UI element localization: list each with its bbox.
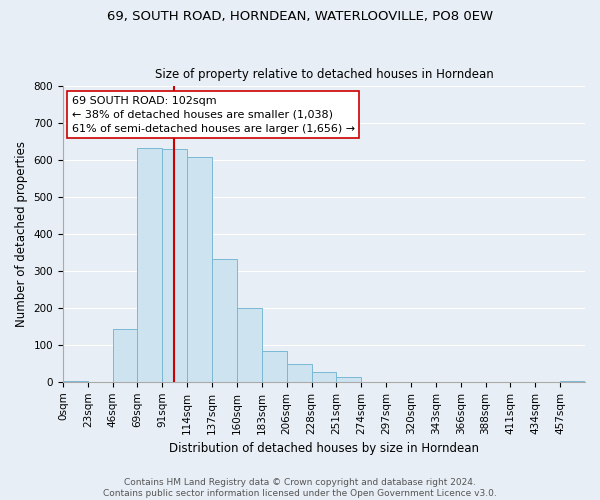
Bar [163, 149, 187, 382]
Bar [137, 148, 163, 382]
Bar [311, 372, 337, 382]
Bar [212, 259, 237, 382]
Y-axis label: Number of detached properties: Number of detached properties [15, 141, 28, 327]
Bar [337, 377, 361, 382]
Bar [187, 156, 212, 382]
X-axis label: Distribution of detached houses by size in Horndean: Distribution of detached houses by size … [169, 442, 479, 455]
Text: 69 SOUTH ROAD: 102sqm
← 38% of detached houses are smaller (1,038)
61% of semi-d: 69 SOUTH ROAD: 102sqm ← 38% of detached … [71, 96, 355, 134]
Text: 69, SOUTH ROAD, HORNDEAN, WATERLOOVILLE, PO8 0EW: 69, SOUTH ROAD, HORNDEAN, WATERLOOVILLE,… [107, 10, 493, 23]
Text: Contains HM Land Registry data © Crown copyright and database right 2024.
Contai: Contains HM Land Registry data © Crown c… [103, 478, 497, 498]
Bar [287, 364, 311, 382]
Bar [560, 380, 585, 382]
Bar [237, 308, 262, 382]
Bar [262, 351, 287, 382]
Bar [63, 381, 88, 382]
Bar [113, 329, 137, 382]
Title: Size of property relative to detached houses in Horndean: Size of property relative to detached ho… [155, 68, 493, 81]
